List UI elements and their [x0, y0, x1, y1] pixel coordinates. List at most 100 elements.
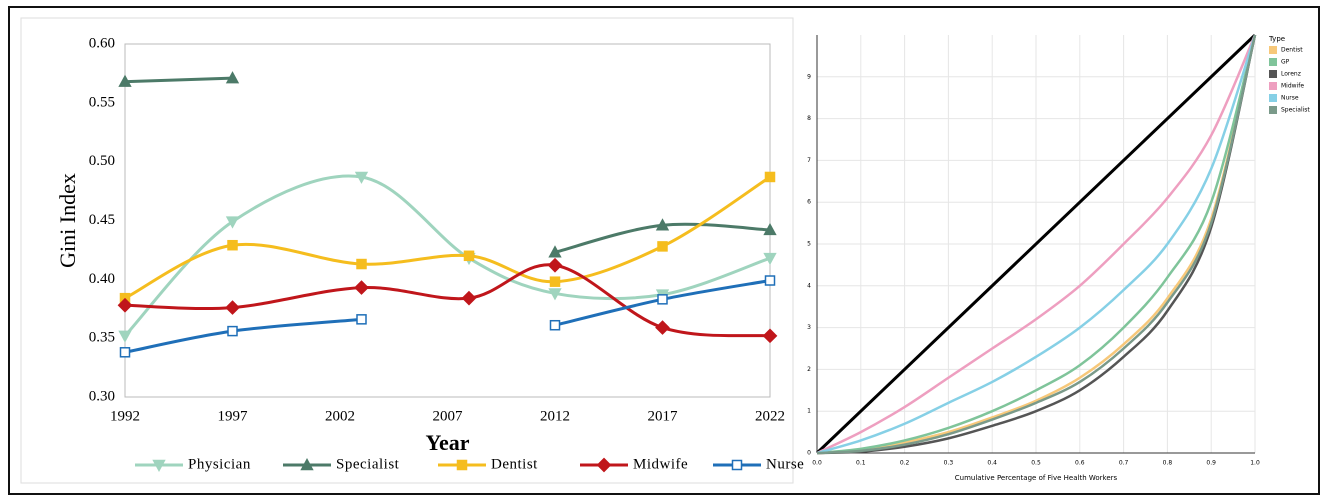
series-line — [816, 34, 1257, 455]
y-tick-label: 4 — [807, 282, 811, 289]
marker — [356, 258, 367, 270]
plot-frame — [124, 43, 771, 398]
y-tick-label: 0.60 — [89, 35, 115, 51]
x-axis-label: Year — [426, 430, 470, 455]
y-tick-label: 0.45 — [89, 212, 115, 228]
marker — [547, 257, 563, 273]
legend-swatch — [1269, 46, 1277, 54]
legend-label: Nurse — [766, 456, 804, 472]
x-tick-label: 0.2 — [900, 460, 910, 467]
marker — [225, 300, 240, 315]
marker — [657, 294, 668, 305]
legend-label: Midwife — [633, 456, 688, 472]
y-tick-label: 0 — [807, 450, 811, 457]
x-tick-label: 0.7 — [1119, 460, 1129, 467]
marker — [762, 328, 778, 344]
x-tick-label: 0.3 — [944, 460, 954, 467]
legend-label: Physician — [188, 456, 251, 472]
x-tick-label: 2007 — [433, 408, 464, 424]
legend-swatch — [1269, 70, 1277, 78]
y-tick-label: 6 — [807, 199, 811, 206]
marker — [118, 330, 132, 343]
y-axis-label: Gini Index — [55, 173, 80, 268]
legend-label: Specialist — [1281, 107, 1310, 114]
y-tick-label: 1 — [807, 408, 811, 415]
marker — [655, 320, 670, 335]
legend-swatch — [1269, 82, 1277, 90]
y-tick-label: 9 — [807, 73, 811, 80]
marker — [549, 276, 561, 287]
x-tick-label: 1.0 — [1250, 460, 1260, 467]
x-tick-label: 0.8 — [1163, 460, 1173, 467]
marker — [763, 252, 777, 266]
y-tick-label: 0.30 — [89, 388, 115, 404]
legend-swatch — [1269, 58, 1277, 66]
legend-marker — [596, 457, 612, 473]
marker — [225, 216, 240, 229]
y-tick-label: 0.35 — [89, 330, 115, 346]
marker — [354, 280, 369, 295]
series-line — [816, 34, 1257, 455]
series-line — [816, 34, 1257, 455]
series-line — [816, 34, 1257, 455]
marker — [549, 319, 561, 331]
x-axis-label: Cumulative Percentage of Five Health Wor… — [955, 474, 1118, 482]
marker — [461, 290, 477, 306]
x-tick-label: 2022 — [755, 408, 785, 424]
legend-label: GP — [1281, 59, 1290, 66]
marker — [119, 347, 131, 358]
marker — [227, 325, 238, 337]
x-tick-label: 2012 — [540, 408, 570, 424]
marker — [117, 297, 133, 313]
series-line — [816, 34, 1257, 455]
legend-label: Nurse — [1281, 95, 1299, 102]
series-line — [816, 34, 1257, 455]
marker — [118, 74, 132, 87]
x-tick-label: 0.1 — [856, 460, 866, 467]
x-tick-label: 0.0 — [812, 460, 822, 467]
y-tick-label: 5 — [807, 241, 811, 248]
marker — [764, 275, 776, 286]
marker — [225, 71, 240, 84]
legend-label: Lorenz — [1281, 71, 1301, 78]
marker — [763, 222, 777, 236]
x-tick-label: 2002 — [325, 408, 355, 424]
marker — [548, 245, 562, 258]
x-tick-label: 0.9 — [1206, 460, 1216, 467]
y-tick-label: 8 — [807, 115, 811, 122]
legend-title: Type — [1268, 35, 1285, 43]
series-line — [124, 76, 233, 84]
marker — [463, 250, 475, 262]
x-tick-label: 0.5 — [1031, 460, 1041, 467]
y-tick-label: 2 — [807, 366, 811, 373]
x-tick-label: 2017 — [648, 408, 679, 424]
x-tick-label: 0.6 — [1075, 460, 1085, 467]
y-tick-label: 0.50 — [89, 153, 115, 169]
legend-swatch — [1269, 106, 1277, 114]
marker — [356, 314, 367, 325]
legend-marker — [152, 459, 166, 472]
marker — [657, 241, 668, 252]
legend-marker — [300, 458, 314, 471]
marker — [655, 218, 670, 231]
x-tick-label: 1992 — [110, 408, 140, 424]
legend-label: Midwife — [1281, 83, 1304, 90]
legend-label: Specialist — [336, 456, 400, 472]
legend-label: Dentist — [1281, 47, 1303, 54]
y-tick-label: 3 — [807, 324, 811, 331]
y-tick-label: 7 — [807, 157, 811, 164]
legend-marker — [456, 459, 468, 471]
y-tick-label: 0.55 — [89, 94, 115, 110]
marker — [227, 239, 238, 251]
legend-swatch — [1269, 94, 1277, 102]
y-tick-label: 0.40 — [89, 271, 115, 287]
legend-marker — [731, 459, 743, 471]
x-tick-label: 0.4 — [987, 460, 997, 467]
marker — [354, 171, 369, 184]
reference-line — [815, 33, 1257, 455]
legend-label: Dentist — [491, 456, 538, 472]
x-tick-label: 1997 — [218, 408, 249, 424]
marker — [764, 171, 776, 183]
